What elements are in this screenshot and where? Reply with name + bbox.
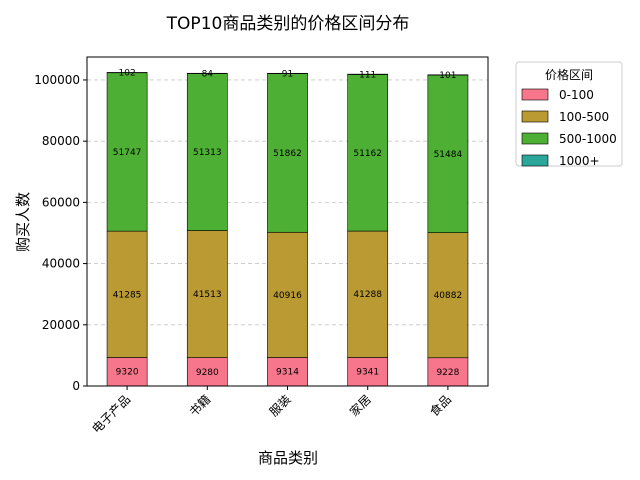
legend: 价格区间 0-100 100-500 500-1000 1000+	[515, 61, 623, 168]
data-label: 101	[439, 71, 456, 81]
y-axis-label: 购买人数	[14, 192, 32, 252]
data-labels: 9320 41285 51747 102 9280 41513 51313 84 9314 409…	[113, 69, 463, 378]
data-label: 51484	[434, 150, 463, 160]
legend-label: 100-500	[559, 110, 609, 124]
y-tick-label: 80000	[42, 134, 80, 148]
data-label: 40916	[273, 291, 302, 301]
data-label: 102	[119, 69, 136, 79]
data-label: 9280	[196, 368, 219, 378]
bar-segment	[347, 74, 389, 232]
data-label: 9228	[436, 368, 459, 378]
x-tick-label: 书籍	[186, 392, 214, 420]
bar-segment	[427, 232, 469, 359]
data-label: 41285	[113, 290, 142, 300]
y-axis: 0 20000 40000 60000 80000 100000	[34, 73, 87, 393]
x-tick-label: 服装	[267, 392, 294, 419]
data-label: 84	[202, 69, 214, 79]
data-label: 51862	[273, 149, 302, 159]
bar-segment	[267, 73, 308, 233]
legend-label: 500-1000	[559, 132, 617, 146]
bar-segment	[186, 357, 228, 387]
legend-swatch	[521, 132, 549, 145]
x-axis-label: 商品类别	[258, 449, 318, 467]
y-tick-label: 100000	[34, 73, 80, 87]
bar-segment	[267, 357, 308, 387]
bar-segment	[267, 231, 308, 358]
data-label: 51313	[193, 148, 222, 158]
x-axis: 电子产品 书籍 服装 家居 食品	[89, 386, 454, 436]
legend-label: 1000+	[559, 154, 600, 168]
data-label: 9341	[356, 368, 379, 378]
data-label: 41288	[353, 290, 382, 300]
bar-segment	[106, 357, 148, 387]
chart-title: TOP10商品类别的价格区间分布	[166, 14, 410, 34]
bar-segment	[186, 73, 228, 231]
x-tick-label: 食品	[426, 392, 454, 420]
x-tick-label: 家居	[346, 392, 374, 420]
data-label: 51162	[353, 149, 382, 159]
y-tick-label: 40000	[42, 257, 80, 271]
data-label: 9314	[276, 368, 299, 378]
y-tick-label: 20000	[42, 318, 80, 332]
bar-segment	[427, 74, 469, 233]
data-label: 40882	[434, 291, 463, 301]
bars	[106, 72, 469, 387]
data-label: 91	[282, 69, 293, 79]
legend-swatch	[521, 88, 549, 101]
legend-swatch	[521, 154, 549, 167]
data-label: 9320	[116, 368, 139, 378]
y-tick-label: 60000	[42, 195, 80, 209]
data-label: 111	[359, 70, 376, 80]
legend-swatch	[521, 110, 549, 123]
legend-title: 价格区间	[545, 67, 593, 82]
y-tick-label: 0	[72, 379, 80, 393]
bar-segment	[347, 357, 389, 387]
bar-segment	[347, 230, 389, 358]
data-label: 51747	[113, 148, 142, 158]
bar-segment	[186, 230, 228, 358]
x-tick-label: 电子产品	[89, 392, 133, 436]
data-label: 41513	[193, 290, 222, 300]
bar-segment	[106, 72, 148, 232]
legend-label: 0-100	[559, 88, 594, 102]
